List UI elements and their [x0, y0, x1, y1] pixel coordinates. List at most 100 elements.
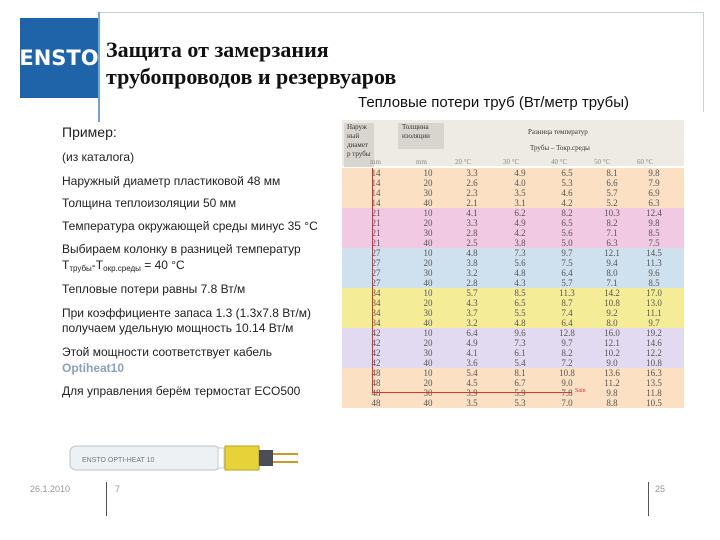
ensto-logo: ENSTO: [19, 18, 99, 98]
highlight-line-horizontal: [372, 392, 572, 393]
temp-col-header: 50 °C: [594, 158, 611, 166]
header-a-line: Наруж: [347, 123, 367, 131]
example-ambient: Температура окружающей среды минус 35 °C: [62, 219, 318, 233]
temp-col-header: 60 °C: [637, 158, 654, 166]
table-row: 21 10 4.1 6.2 8.2 10.3 12.4: [342, 208, 684, 218]
table-cell: 5.7: [561, 278, 573, 288]
heat-loss-table: Наруж ный диамет р трубы Толщина изоляци…: [342, 120, 684, 482]
table-cell: 10: [423, 168, 433, 178]
table-cell: 30: [423, 308, 433, 318]
table-cell: 7.0: [561, 398, 573, 408]
table-cell: 5.6: [514, 258, 526, 268]
table-cell: 14: [371, 178, 381, 188]
table-header: Наруж ный диамет р трубы Толщина изоляци…: [342, 120, 684, 167]
table-cell: 9.2: [606, 308, 618, 318]
table-cell: 27: [371, 268, 381, 278]
table-row: 48 20 4.5 6.7 9.0 11.2 13.5: [342, 378, 684, 388]
table-cell: 48: [371, 368, 381, 378]
table-cell: 4.1: [466, 208, 478, 218]
table-cell: 5.9: [514, 388, 526, 398]
highlight-marker: Sain: [575, 388, 586, 394]
table-row: 42 40 3.6 5.4 7.2 9.0 10.8: [342, 358, 684, 368]
table-cell: 8.5: [514, 288, 526, 298]
table-cell: 27: [371, 258, 381, 268]
table-cell: 10.3: [604, 208, 620, 218]
table-cell: 16.0: [604, 328, 620, 338]
header-a-line: р трубы: [347, 150, 371, 158]
table-cell: 20: [423, 378, 433, 388]
table-cell: 8.0: [606, 318, 618, 328]
table-cell: 5.5: [514, 308, 526, 318]
table-row: 21 30 2.8 4.2 5.6 7.1 8.5: [342, 228, 684, 238]
table-cell: 5.3: [561, 178, 573, 188]
table-cell: 30: [423, 228, 433, 238]
table-cell: 21: [371, 208, 381, 218]
table-row: 48 30 3.9 5.9 7.8 9.8 11.8: [342, 388, 684, 398]
table-cell: 4.0: [514, 178, 526, 188]
table-cell: 20: [423, 218, 433, 228]
table-cell: 3.5: [466, 398, 478, 408]
table-cell: 4.8: [514, 268, 526, 278]
table-cell: 5.4: [514, 358, 526, 368]
table-cell: 4.8: [466, 248, 478, 258]
table-row: 42 10 6.4 9.6 12.8 16.0 19.2: [342, 328, 684, 338]
table-cell: 3.7: [466, 308, 478, 318]
table-cell: 12.1: [604, 338, 620, 348]
table-cell: 8.8: [606, 398, 618, 408]
table-cell: 3.6: [466, 358, 478, 368]
example-choose-line1: Выбираем колонку в разницей температур: [62, 242, 301, 256]
slide-title-line2: трубопроводов и резервуаров: [106, 64, 397, 89]
table-cell: 14: [371, 198, 381, 208]
table-cell: 20: [423, 178, 433, 188]
table-cell: 11.8: [646, 388, 662, 398]
table-cell: 8.1: [606, 168, 618, 178]
header-insulation: Толщина изоляции: [398, 123, 444, 149]
table-cell: 3.9: [466, 388, 478, 398]
divider-right: [703, 12, 704, 112]
table-cell: 8.2: [561, 348, 573, 358]
footer-date: 26.1.2010: [30, 484, 71, 494]
table-cell: 14.6: [646, 338, 662, 348]
example-insulation: Толщина теплоизоляции 50 мм: [62, 196, 237, 210]
table-cell: 6.7: [514, 378, 526, 388]
table-row: 27 30 3.2 4.8 6.4 8.0 9.6: [342, 268, 684, 278]
table-cell: 4.8: [514, 318, 526, 328]
temp-col-header: 30 °C: [503, 158, 520, 166]
example-cable-line1: Этой мощности соответствует кабель: [62, 345, 272, 359]
highlight-line-vertical: [372, 168, 373, 392]
table-cell: 10.8: [559, 368, 575, 378]
table-cell: 40: [423, 198, 433, 208]
table-cell: 42: [371, 338, 381, 348]
table-cell: 27: [371, 278, 381, 288]
cable-braid: [224, 445, 260, 471]
temp-col-header: 40 °C: [551, 158, 568, 166]
table-row: 34 20 4.3 6.5 8.7 10.8 13.0: [342, 298, 684, 308]
header-b-line: изоляции: [402, 132, 430, 140]
slide-title-line1: Защита от замерзания: [106, 37, 329, 62]
example-safety-line1: При коэффициенте запаса 1.3 (1.3х7.8 Вт/…: [62, 306, 311, 320]
temp-col-header: 20 °C: [455, 158, 472, 166]
table-row: 14 20 2.6 4.0 5.3 6.6 7.9: [342, 178, 684, 188]
table-cell: 7.9: [648, 178, 660, 188]
table-cell: 48: [371, 378, 381, 388]
unit-a: mm: [370, 158, 381, 166]
table-row: 34 30 3.7 5.5 7.4 9.2 11.1: [342, 308, 684, 318]
table-cell: 4.2: [514, 228, 526, 238]
table-cell: 9.8: [606, 388, 618, 398]
cable-print: ENSTO OPTI-HEAT 10: [82, 457, 154, 464]
table-cell: 8.5: [648, 228, 660, 238]
table-cell: 3.1: [514, 198, 526, 208]
table-cell: 4.9: [514, 218, 526, 228]
table-cell: 11.3: [559, 288, 575, 298]
table-cell: 9.6: [648, 268, 660, 278]
table-row: 48 40 3.5 5.3 7.0 8.8 10.5: [342, 398, 684, 408]
table-cell: 4.6: [561, 188, 573, 198]
header-temp-diff: Разница температур: [528, 128, 588, 136]
table-cell: 7.4: [561, 308, 573, 318]
table-cell: 8.2: [561, 208, 573, 218]
table-cell: 34: [371, 308, 381, 318]
table-cell: 5.6: [561, 228, 573, 238]
table-cell: 2.8: [466, 278, 478, 288]
example-safety-line2: получаем удельную мощность 10.14 Вт/м: [62, 321, 294, 335]
table-cell: 9.8: [648, 168, 660, 178]
